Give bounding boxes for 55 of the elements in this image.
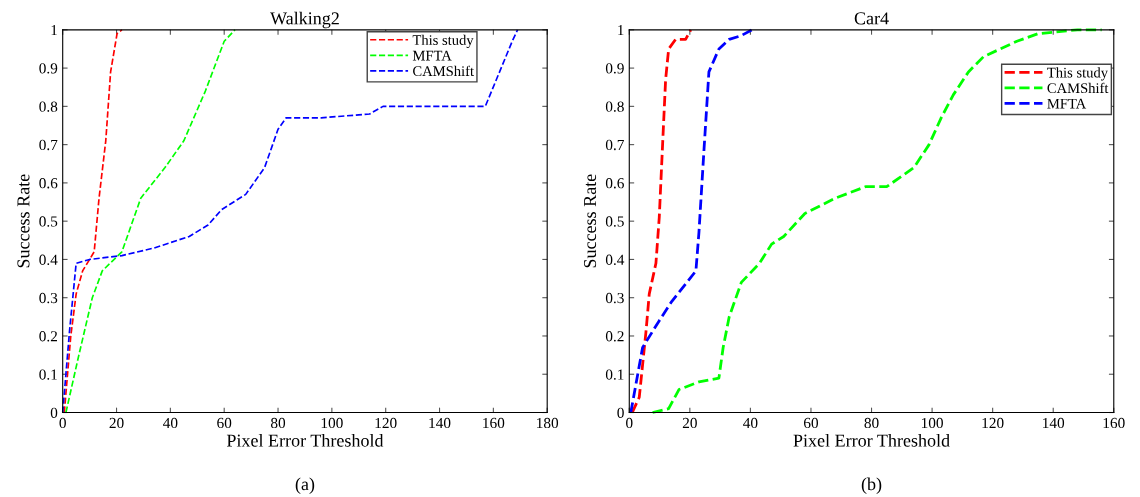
x-tick-label: 100 (321, 417, 343, 429)
y-tick-label: 0.1 (39, 369, 57, 380)
y-tick-label: 0.6 (605, 178, 624, 189)
y-tick-label: 0.7 (39, 139, 58, 151)
legend-label: CAMShift (413, 65, 474, 77)
x-tick-label: 140 (429, 417, 451, 429)
legend-label: MFTA (412, 50, 452, 61)
x-tick-label: 160 (1103, 417, 1125, 429)
chart-title: Walking2 (270, 11, 339, 29)
y-axis-title: Success Rate (583, 174, 597, 268)
x-axis-title: Pixel Error Threshold (793, 434, 950, 447)
x-tick-label: 140 (1043, 417, 1065, 429)
x-tick-label: 160 (483, 417, 505, 429)
y-tick-label: 0 (50, 407, 58, 418)
x-tick-label: 60 (217, 417, 232, 429)
y-tick-label: 0.4 (605, 254, 625, 265)
y-tick-label: 0.3 (605, 292, 624, 304)
x-tick-label: 60 (803, 417, 819, 429)
x-tick-label: 40 (163, 417, 178, 429)
y-tick-label: 0.2 (605, 331, 624, 342)
x-tick-label: 120 (375, 417, 397, 429)
chart-title: Car4 (854, 12, 889, 25)
legend-label: This study (1047, 67, 1108, 81)
y-tick-label: 0.3 (39, 292, 58, 304)
legend-label: MFTA (1047, 98, 1087, 109)
y-tick-label: 0 (617, 407, 624, 418)
y-tick-label: 0.1 (605, 369, 624, 380)
y-tick-label: 0.5 (605, 216, 624, 227)
y-tick-label: 1 (51, 25, 57, 36)
x-tick-label: 0 (59, 417, 66, 429)
x-tick-label: 0 (626, 417, 633, 429)
y-tick-label: 0.5 (39, 216, 58, 227)
y-tick-label: 0.2 (39, 331, 57, 342)
x-tick-label: 100 (921, 417, 943, 429)
legend-label: CAMShift (1047, 82, 1109, 94)
y-axis-title: Success Rate (17, 174, 30, 268)
y-tick-label: 0.4 (39, 254, 58, 265)
x-tick-label: 20 (682, 417, 697, 429)
x-tick-label: 80 (270, 417, 286, 429)
y-tick-label: 0.8 (39, 101, 58, 112)
x-tick-label: 20 (109, 417, 124, 429)
text: (b) (861, 477, 882, 494)
x-tick-label: 80 (864, 417, 879, 429)
text: (a) (295, 477, 315, 494)
x-tick-label: 180 (537, 417, 559, 429)
x-tick-label: 40 (743, 417, 758, 429)
x-axis-title: Pixel Error Threshold (226, 434, 384, 447)
y-tick-label: 0.8 (605, 101, 624, 112)
y-tick-label: 1 (618, 25, 624, 36)
x-tick-label: 120 (982, 417, 1004, 429)
y-tick-label: 0.6 (39, 178, 58, 189)
y-tick-label: 0.9 (605, 63, 624, 74)
legend-label: This study (412, 34, 474, 49)
y-tick-label: 0.9 (39, 63, 58, 74)
y-tick-label: 0.7 (605, 139, 624, 151)
